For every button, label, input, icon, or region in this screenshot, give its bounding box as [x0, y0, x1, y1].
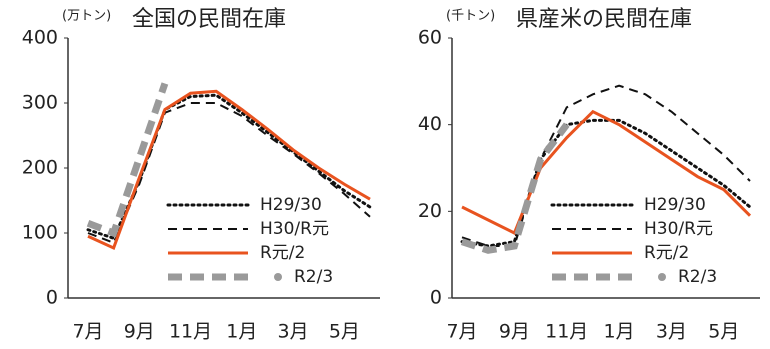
y-tick-label: 60 — [418, 27, 442, 49]
x-tick-label: 1月 — [604, 321, 635, 343]
chart-title: 県産米の民間在庫 — [516, 7, 692, 32]
x-tick-label: 9月 — [124, 321, 155, 343]
x-tick-label: 5月 — [708, 321, 739, 343]
x-tick-label: 7月 — [446, 321, 477, 343]
y-tick-label: 100 — [22, 222, 58, 244]
legend-label: R元/2 — [644, 243, 689, 263]
legend-dot — [658, 273, 666, 281]
unit-label: (万トン) — [62, 9, 111, 24]
series-line — [460, 122, 570, 254]
y-tick-label: 20 — [418, 200, 442, 222]
legend-label: H29/30 — [260, 195, 322, 215]
legend-label: R2/3 — [678, 267, 717, 287]
series-line — [86, 82, 169, 238]
y-tick-label: 40 — [418, 113, 442, 135]
chart-title: 全国の民間在庫 — [132, 7, 286, 32]
x-tick-label: 9月 — [499, 321, 530, 343]
y-tick-label: 200 — [22, 157, 58, 179]
legend-dot — [274, 273, 282, 281]
x-tick-label: 1月 — [226, 321, 257, 343]
series-line — [86, 93, 372, 241]
series-line — [460, 118, 752, 248]
unit-label: (千トン) — [446, 9, 495, 24]
x-tick-label: 3月 — [278, 321, 309, 343]
x-tick-label: 3月 — [656, 321, 687, 343]
legend-label: H30/R元 — [644, 219, 713, 239]
legend-label: H30/R元 — [260, 219, 329, 239]
legend-label: H29/30 — [644, 195, 706, 215]
series-line — [87, 102, 371, 245]
x-tick-label: 11月 — [169, 321, 212, 343]
y-tick-label: 300 — [22, 92, 58, 114]
x-tick-label: 7月 — [72, 321, 103, 343]
series-line — [461, 109, 752, 236]
x-tick-label: 11月 — [545, 321, 588, 343]
legend-label: R2/3 — [294, 267, 333, 287]
y-tick-label: 400 — [22, 27, 58, 49]
y-tick-label: 0 — [46, 287, 58, 309]
x-tick-label: 5月 — [329, 321, 360, 343]
y-tick-label: 0 — [430, 287, 442, 309]
series-line — [87, 89, 371, 250]
legend-label: R元/2 — [260, 243, 305, 263]
